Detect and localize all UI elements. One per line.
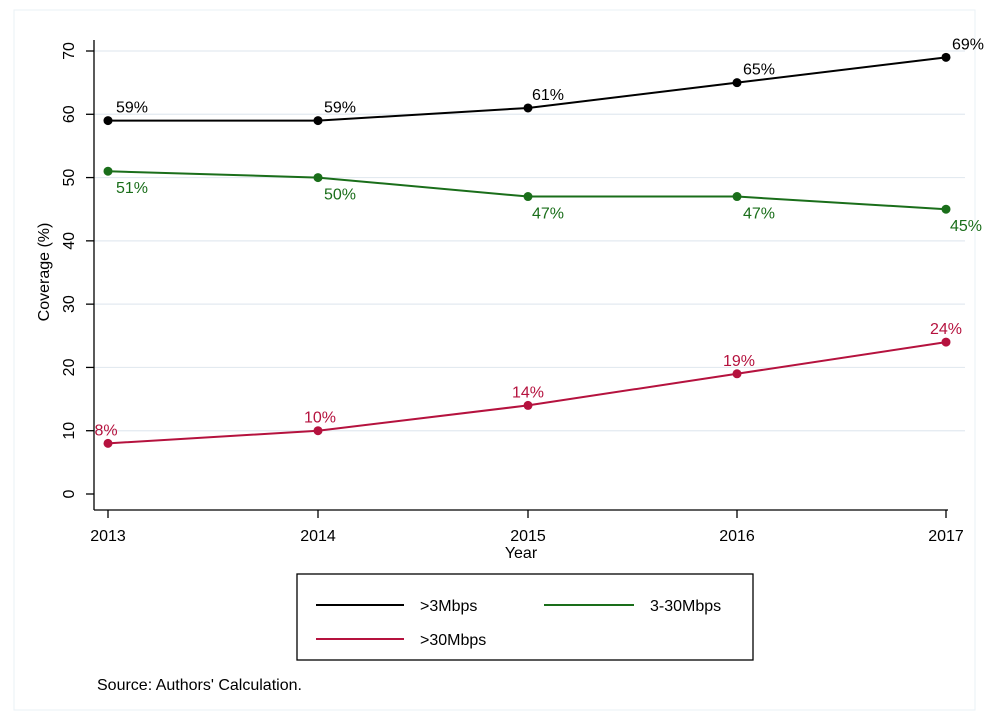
data-label: 69% (952, 36, 984, 53)
data-point (941, 204, 951, 214)
x-axis-label: Year (505, 545, 538, 562)
y-tick-label: 20 (61, 358, 78, 376)
data-point (523, 103, 533, 113)
y-tick-label: 30 (61, 295, 78, 313)
legend-label: >3Mbps (420, 598, 477, 615)
data-label: 45% (950, 218, 982, 235)
data-point (732, 369, 742, 379)
legend-label: 3-30Mbps (650, 598, 721, 615)
data-label: 65% (743, 62, 775, 79)
y-tick-label: 0 (61, 489, 78, 498)
data-point (103, 166, 113, 176)
data-point (313, 116, 323, 126)
data-label: 47% (532, 206, 564, 223)
x-tick-label: 2014 (300, 528, 336, 545)
data-label: 59% (324, 100, 356, 117)
x-tick-label: 2013 (90, 528, 126, 545)
data-label: 8% (94, 422, 117, 439)
y-tick-label: 40 (61, 232, 78, 250)
data-label: 10% (304, 410, 336, 427)
data-label: 50% (324, 187, 356, 204)
y-tick-label: 50 (61, 169, 78, 187)
data-label: 61% (532, 87, 564, 104)
data-point (103, 116, 113, 126)
y-axis-label: Coverage (%) (36, 223, 53, 322)
legend-box (296, 573, 754, 661)
legend: >3Mbps 3-30Mbps >30Mbps (296, 573, 754, 661)
data-label: 19% (723, 353, 755, 370)
y-tick-label: 70 (61, 42, 78, 60)
data-point (732, 192, 742, 202)
data-point (313, 426, 323, 436)
y-tick-label: 60 (61, 105, 78, 123)
data-point (523, 400, 533, 410)
legend-label: >30Mbps (420, 632, 486, 649)
data-label: 59% (116, 100, 148, 117)
x-tick-label: 2017 (928, 528, 964, 545)
source-note: Source: Authors' Calculation. (97, 677, 302, 694)
data-label: 47% (743, 206, 775, 223)
data-label: 14% (512, 384, 544, 401)
data-point (313, 173, 323, 183)
x-tick-label: 2016 (719, 528, 755, 545)
y-tick-label: 10 (61, 422, 78, 440)
data-point (732, 78, 742, 88)
data-point (941, 52, 951, 62)
outer-frame (13, 9, 976, 711)
axes: 0 10 20 30 40 50 60 70 2013 2014 2015 2016 2017 (61, 40, 964, 545)
data-label: 24% (930, 321, 962, 338)
data-point (941, 337, 951, 347)
data-point (523, 192, 533, 202)
data-labels: 59% 59% 61% 65% 69% 51% 50% 47% 47% 45% 8% 10% 14% 19… (94, 36, 984, 439)
grid (13, 9, 976, 711)
series (103, 52, 951, 448)
data-label: 51% (116, 180, 148, 197)
data-point (103, 438, 113, 448)
x-tick-label: 2015 (510, 528, 546, 545)
